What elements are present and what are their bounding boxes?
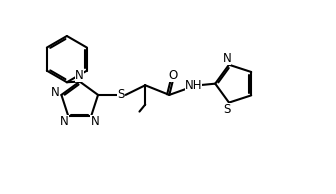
Text: O: O [168,69,177,82]
Text: N: N [75,69,84,82]
Text: N: N [51,86,60,99]
Text: NH: NH [184,79,202,92]
Text: S: S [118,88,125,101]
Text: N: N [60,115,69,128]
Text: N: N [223,52,232,65]
Text: S: S [223,103,230,116]
Text: N: N [90,115,99,128]
